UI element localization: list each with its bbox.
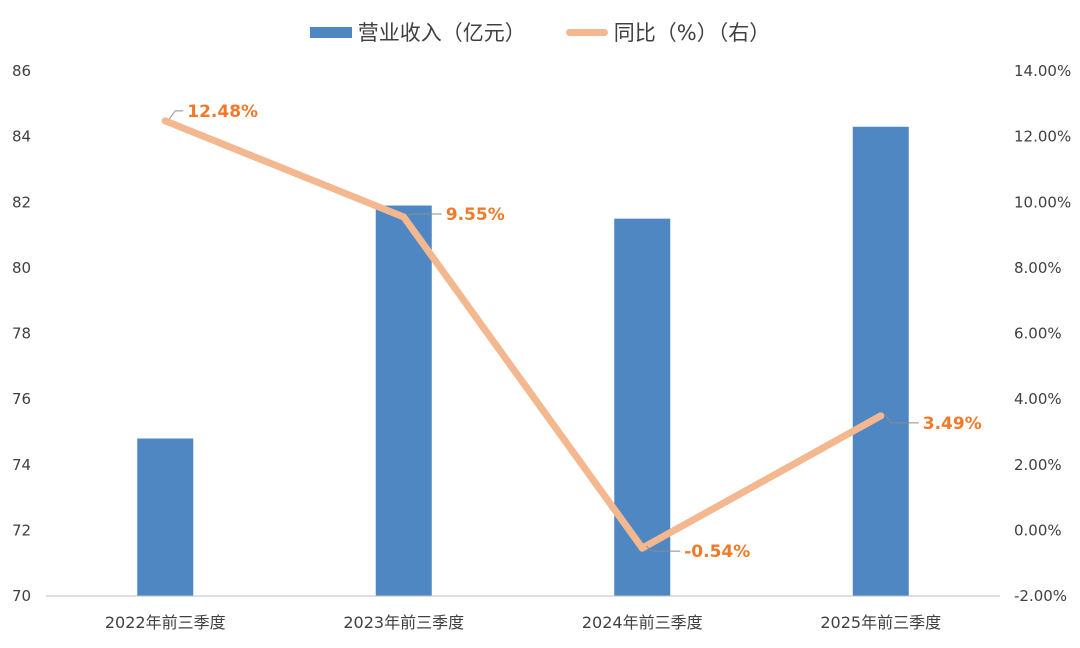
data-label-leader bbox=[645, 545, 681, 552]
right-axis-tick: 12.00% bbox=[1014, 128, 1071, 146]
line-point bbox=[161, 117, 169, 125]
data-label-yoy: -0.54% bbox=[684, 542, 750, 562]
legend-line-swatch bbox=[565, 28, 608, 36]
right-axis-tick: 4.00% bbox=[1014, 390, 1062, 408]
category-label: 2023年前三季度 bbox=[343, 613, 464, 632]
right-axis-tick: 8.00% bbox=[1014, 259, 1062, 277]
legend-label-yoy: 同比（%）（右） bbox=[613, 21, 771, 45]
legend-label-revenue: 营业收入（亿元） bbox=[357, 21, 526, 45]
right-axis-tick: 10.00% bbox=[1014, 193, 1071, 211]
right-axis-tick: 2.00% bbox=[1014, 456, 1062, 474]
right-axis-tick: 0.00% bbox=[1014, 521, 1062, 539]
left-axis-tick: 82 bbox=[12, 193, 31, 211]
legend-item-revenue: 营业收入（亿元） bbox=[309, 17, 526, 47]
line-point bbox=[400, 213, 408, 221]
data-label-yoy: 12.48% bbox=[187, 102, 258, 122]
left-axis-tick: 84 bbox=[12, 128, 31, 146]
left-axis-tick: 80 bbox=[12, 259, 31, 277]
legend-bar-swatch bbox=[309, 26, 352, 38]
right-axis-tick: 14.00% bbox=[1014, 62, 1071, 80]
data-label-yoy: 3.49% bbox=[923, 414, 982, 434]
line-point bbox=[638, 544, 646, 552]
bar-revenue bbox=[375, 205, 432, 596]
data-label-leader bbox=[168, 110, 184, 120]
category-label: 2024年前三季度 bbox=[582, 613, 703, 632]
data-label-yoy: 9.55% bbox=[446, 205, 505, 225]
legend: 营业收入（亿元） 同比（%）（右） bbox=[0, 14, 1080, 50]
legend-item-yoy: 同比（%）（右） bbox=[565, 17, 771, 47]
right-axis-tick: -2.00% bbox=[1014, 587, 1067, 605]
data-label-leader bbox=[407, 213, 442, 216]
bar-revenue bbox=[137, 438, 194, 596]
left-axis-tick: 86 bbox=[12, 62, 31, 80]
data-label-leader bbox=[884, 413, 919, 424]
left-axis-tick: 70 bbox=[12, 587, 31, 605]
category-label: 2022年前三季度 bbox=[105, 613, 226, 632]
line-point bbox=[877, 412, 885, 420]
left-axis-tick: 72 bbox=[12, 521, 31, 539]
left-axis-tick: 74 bbox=[12, 456, 31, 474]
category-label: 2025年前三季度 bbox=[820, 613, 941, 632]
left-axis-tick: 76 bbox=[12, 390, 31, 408]
left-axis-tick: 78 bbox=[12, 325, 31, 343]
line-yoy bbox=[161, 117, 885, 552]
bar-revenue bbox=[852, 126, 909, 596]
right-axis-tick: 6.00% bbox=[1014, 325, 1062, 343]
bar-revenue bbox=[614, 218, 671, 596]
